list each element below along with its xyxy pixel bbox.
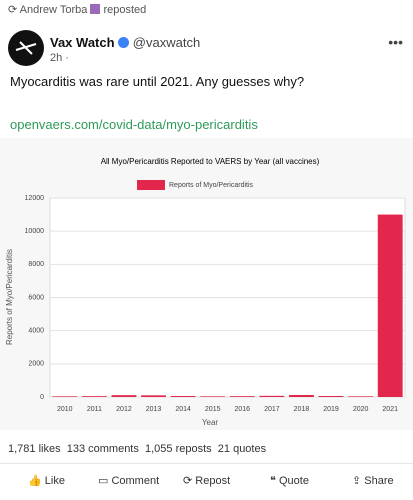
verified <box>118 37 130 48</box>
repost-label: reposted <box>103 4 147 16</box>
action-like[interactable]: 👍 Like <box>28 475 65 487</box>
action-share[interactable]: ⇪ Share <box>352 475 394 487</box>
author: Vax Watch @vaxwatch <box>50 35 200 50</box>
bar <box>111 395 137 397</box>
x-tick-label: 2015 <box>205 406 221 413</box>
divider <box>0 463 413 464</box>
comments[interactable]: 133 comments <box>66 443 139 455</box>
reposts[interactable]: 1,055 reposts <box>145 443 212 455</box>
x-tick-label: 2010 <box>57 406 73 413</box>
bar <box>141 395 166 397</box>
chart[interactable]: All Myo/Pericarditis Reported to VAERS b… <box>0 138 413 430</box>
x-tick-label: 2016 <box>235 406 251 413</box>
bar <box>318 396 344 397</box>
bar <box>200 396 226 397</box>
x-tick-label: 2018 <box>294 406 310 413</box>
x-tick-label: 2017 <box>264 406 280 413</box>
legend-label: Reports of Myo/Pericarditis <box>169 182 254 189</box>
likes[interactable]: 1,781 likes <box>8 443 61 455</box>
badge <box>90 4 101 14</box>
menu[interactable]: ••• <box>388 34 403 50</box>
quotes[interactable]: 21 quotes <box>217 443 267 455</box>
x-tick-label: 2021 <box>382 406 398 413</box>
repost-icon: ⟳ <box>8 4 18 16</box>
bar <box>289 395 314 397</box>
post-time: 2h · <box>50 52 69 64</box>
repost-user[interactable]: Andrew Torba <box>19 4 88 16</box>
stats: 1,781 likes 133 comments 1,055 reposts 2… <box>8 443 266 455</box>
bar <box>52 396 78 397</box>
y-tick-label: 6000 <box>28 294 44 301</box>
bar <box>81 396 107 397</box>
x-tick-label: 2014 <box>175 406 191 413</box>
y-tick-label: 10000 <box>25 228 45 235</box>
x-tick-label: 2011 <box>87 406 102 413</box>
y-tick-label: 4000 <box>28 328 44 335</box>
x-tick-label: 2020 <box>353 406 369 413</box>
action-repost[interactable]: ⟳ Repost <box>183 475 231 487</box>
avatar[interactable] <box>8 30 44 66</box>
action-comment[interactable]: ▭ Comment <box>98 475 160 487</box>
action-label: Repost <box>195 475 231 487</box>
y-tick-label: 8000 <box>28 261 44 268</box>
bar <box>229 396 255 397</box>
bar <box>377 214 403 397</box>
y-tick-label: 2000 <box>28 361 44 368</box>
x-tick-label: 2012 <box>116 406 132 413</box>
action-label: Comment <box>111 475 160 487</box>
bar <box>348 396 374 397</box>
y-tick-label: 12000 <box>25 195 45 202</box>
y-tick-label: 0 <box>40 394 44 401</box>
x-tick-label: 2013 <box>146 406 162 413</box>
author-name[interactable]: Vax Watch <box>50 35 115 50</box>
bar <box>170 396 196 397</box>
action-label: Like <box>44 475 65 487</box>
repost-line: ⟳ Andrew Torba reposted <box>8 3 146 16</box>
y-axis-label: Reports of Myo/Pericarditis <box>5 249 14 345</box>
action-quote[interactable]: ❝ Quote <box>270 475 309 487</box>
post-text: Myocarditis was rare until 2021. Any gue… <box>10 74 305 89</box>
x-axis-label: Year <box>202 418 219 427</box>
post-link[interactable]: openvaers.com/covid-data/myo-pericarditi… <box>10 117 258 132</box>
author-handle[interactable]: @vaxwatch <box>132 35 201 50</box>
x-tick-label: 2019 <box>323 406 339 413</box>
action-label: Share <box>364 475 394 487</box>
chart-title: All Myo/Pericarditis Reported to VAERS b… <box>101 157 320 166</box>
action-label: Quote <box>278 475 309 487</box>
bar <box>259 395 285 397</box>
legend-swatch <box>137 180 165 190</box>
